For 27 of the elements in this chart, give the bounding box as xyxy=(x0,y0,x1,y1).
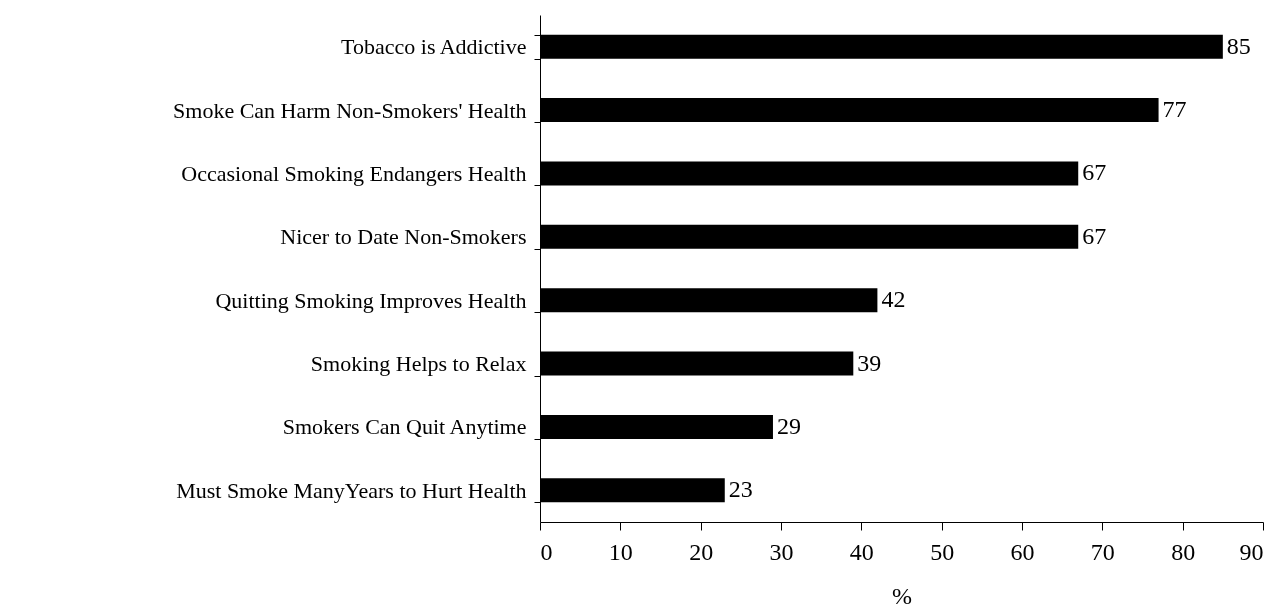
data-label: 85 xyxy=(1226,32,1251,59)
x-tick-label: 60 xyxy=(1010,538,1035,565)
y-tick-label: Must Smoke ManyYears to Hurt Health xyxy=(176,477,527,503)
data-label: 42 xyxy=(881,286,906,313)
x-tick-label: 30 xyxy=(769,538,794,565)
x-tick-label: 40 xyxy=(849,538,874,565)
y-tick-label: Quitting Smoking Improves Health xyxy=(215,287,527,313)
y-tick-label: Nicer to Date Non-Smokers xyxy=(280,224,527,250)
y-tick-label: Tobacco is Addictive xyxy=(341,34,527,60)
data-label: 67 xyxy=(1082,222,1107,249)
data-label: 29 xyxy=(776,412,801,439)
y-tick-label: Smoke Can Harm Non-Smokers' Health xyxy=(173,97,527,123)
x-tick-label: 0 xyxy=(540,538,553,565)
data-label: 67 xyxy=(1082,159,1107,186)
data-label: 23 xyxy=(728,476,753,503)
x-tick-label: 10 xyxy=(608,538,633,565)
x-tick-label: 20 xyxy=(689,538,714,565)
x-tick-label: 80 xyxy=(1171,538,1196,565)
y-tick-label: Smoking Helps to Relax xyxy=(310,351,527,377)
y-tick-label: Smokers Can Quit Anytime xyxy=(282,414,527,440)
y-tick-label: Occasional Smoking Endangers Health xyxy=(181,160,527,186)
x-axis-title: % xyxy=(892,582,912,609)
data-label: 77 xyxy=(1162,96,1187,123)
x-tick-label: 50 xyxy=(930,538,955,565)
x-tick-label: 90 xyxy=(1239,538,1264,565)
x-tick-label: 70 xyxy=(1090,538,1115,565)
data-label: 39 xyxy=(857,349,882,376)
